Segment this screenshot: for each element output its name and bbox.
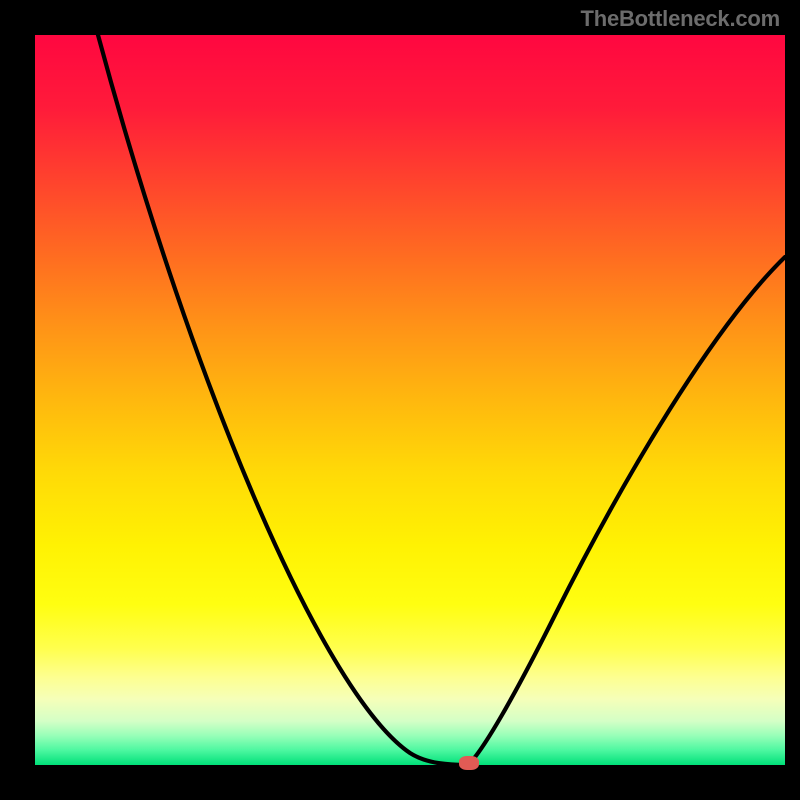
plot-area	[35, 35, 785, 765]
chart-container: TheBottleneck.com	[0, 0, 800, 800]
bottleneck-curve	[35, 35, 785, 765]
optimum-marker	[459, 756, 479, 770]
watermark-text: TheBottleneck.com	[580, 6, 780, 32]
